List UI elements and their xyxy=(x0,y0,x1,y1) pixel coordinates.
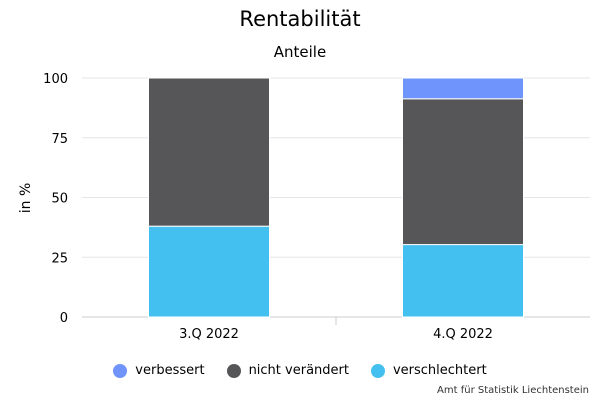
chart-title: Rentabilität xyxy=(239,7,361,31)
legend-item-nicht-veraendert[interactable]: nicht verändert xyxy=(226,363,349,378)
bars xyxy=(148,77,524,318)
y-tick-label: 0 xyxy=(60,311,68,326)
legend: verbessert nicht verändert verschlechter… xyxy=(0,363,600,378)
legend-marker-verschlechtert xyxy=(370,363,385,378)
credits: Amt für Statistik Liechtenstein xyxy=(437,385,589,396)
legend-label-nicht-veraendert: nicht verändert xyxy=(248,363,349,378)
legend-marker-verbessert xyxy=(113,363,128,378)
legend-label-verbessert: verbessert xyxy=(135,363,205,378)
bar-segment[interactable] xyxy=(148,77,270,227)
bar-segment[interactable] xyxy=(402,98,524,246)
bar-segment[interactable] xyxy=(402,244,524,318)
y-tick-label: 50 xyxy=(51,192,68,207)
y-tick-label: 100 xyxy=(43,72,68,87)
chart-subtitle: Anteile xyxy=(273,43,327,61)
y-tick-label: 25 xyxy=(51,251,68,266)
legend-label-verschlechtert: verschlechtert xyxy=(392,363,487,378)
bar-segment[interactable] xyxy=(148,225,270,318)
axis-ticks: 0 25 50 75 100 3.Q 2022 4.Q 2022 xyxy=(43,72,493,342)
y-tick-label: 75 xyxy=(51,132,68,147)
legend-marker-nicht-veraendert xyxy=(226,363,241,378)
x-tick-label: 3.Q 2022 xyxy=(179,327,239,342)
x-tick-label: 4.Q 2022 xyxy=(433,327,493,342)
y-axis-label: in % xyxy=(18,183,34,214)
bar-segment[interactable] xyxy=(402,77,524,100)
legend-item-verschlechtert[interactable]: verschlechtert xyxy=(370,363,487,378)
legend-item-verbessert[interactable]: verbessert xyxy=(113,363,205,378)
